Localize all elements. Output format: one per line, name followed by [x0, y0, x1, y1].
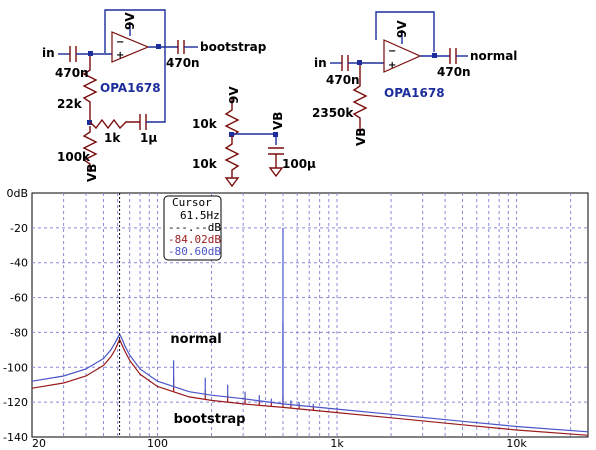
y-tick-label: -100 — [3, 361, 28, 374]
input-capacitor — [341, 55, 349, 71]
vb-wire — [232, 133, 277, 145]
y-tick-label: -80 — [10, 326, 28, 339]
x-tick-label: 10k — [506, 437, 527, 450]
series-layer — [31, 227, 589, 436]
in-label: in — [42, 46, 55, 60]
y-tick-label: 0dB — [6, 187, 28, 200]
bootstrap-capacitor — [139, 114, 147, 130]
svg-text:+: + — [116, 50, 124, 61]
y-tick-label: -120 — [3, 396, 28, 409]
cursor-title: Cursor — [172, 196, 212, 209]
supply-label: 9V — [227, 86, 241, 104]
cursor-value-normal: -80.60dB — [168, 245, 221, 258]
cursor-box[interactable]: Cursor 61.5Hz ---.--dB -84.02dB -80.60dB — [163, 195, 222, 261]
resistor-1k — [89, 118, 140, 130]
svg-text:−: − — [116, 37, 124, 48]
c-boot-label: 1μ — [140, 131, 157, 145]
y-tick-label: -140 — [3, 431, 28, 444]
r1-label: 22k — [57, 97, 83, 111]
series-label-bootstrap: bootstrap — [174, 412, 246, 427]
resistor-100k — [82, 126, 98, 172]
node-dot — [88, 51, 93, 56]
vb-label: VB — [271, 112, 285, 130]
opamp-symbol — [111, 31, 150, 63]
series-line-normal — [31, 332, 589, 433]
series-line-bootstrap — [31, 337, 589, 436]
resistor-10k-bottom — [224, 136, 240, 178]
x-tick-labels: 20 100 1k 10k — [32, 437, 527, 450]
capacitor-100u — [268, 147, 284, 168]
opamp-symbol — [383, 39, 422, 73]
schematic-normal: − + in normal 9V OPA1678 470n 470n 2350k… — [312, 11, 517, 146]
output-capacitor — [177, 40, 185, 54]
vb-label: VB — [85, 164, 99, 182]
r-bottom-label: 10k — [192, 157, 218, 171]
normal-out-label: normal — [470, 49, 517, 63]
y-tick-label: -60 — [10, 292, 28, 305]
x-tick-label: 20 — [32, 437, 46, 450]
x-tick-label: 100 — [147, 437, 168, 450]
series-label-normal: normal — [170, 332, 221, 347]
output-cap-label: 470n — [437, 65, 471, 79]
r-bias-label: 2350k — [312, 106, 354, 120]
schematic-bootstrap: − + in bootstrap 9V OPA1678 470n 470n 22… — [42, 9, 267, 182]
cap-label: 100μ — [282, 157, 316, 171]
cursor-value-1: ---.--dB — [168, 221, 221, 234]
input-cap-label: 470n — [55, 66, 89, 80]
resistor-22k — [82, 56, 98, 122]
y-tick-labels: 0dB -20 -40 -60 -80 -100 -120 -140 — [3, 187, 28, 444]
cursor-value-bootstrap: -84.02dB — [168, 233, 221, 246]
output-cap-label: 470n — [166, 56, 200, 70]
spectrum-chart: 0dB -20 -40 -60 -80 -100 -120 -140 20 100 1k 10k n… — [3, 187, 589, 450]
output-capacitor — [449, 48, 457, 64]
svg-text:−: − — [388, 46, 396, 57]
opamp-label: OPA1678 — [100, 81, 161, 95]
y-tick-label: -40 — [10, 257, 28, 270]
in-label: in — [314, 56, 327, 70]
cursor-box-frame — [163, 195, 222, 261]
r-bias-label: 100k — [57, 150, 91, 164]
supply-label: 9V — [395, 20, 409, 38]
cursor-freq: 61.5Hz — [180, 209, 220, 222]
r-top-label: 10k — [192, 117, 218, 131]
feedback-wire — [375, 11, 435, 52]
y-tick-label: -20 — [10, 222, 28, 235]
r2-label: 1k — [104, 131, 121, 145]
feedback-wire — [104, 9, 166, 53]
ground-symbol — [224, 177, 240, 188]
out-node — [156, 44, 161, 49]
vb-label: VB — [354, 128, 368, 146]
plot-frame — [31, 192, 589, 438]
x-tick-label: 1k — [330, 437, 344, 450]
svg-text:+: + — [388, 60, 396, 71]
input-capacitor — [69, 46, 77, 62]
input-cap-label: 470n — [326, 73, 360, 87]
opamp-label: OPA1678 — [384, 86, 445, 100]
schematic-bias: 9V 10k 10k VB 100μ — [192, 86, 316, 188]
resistor-2350k — [352, 65, 368, 134]
supply-label: 9V — [123, 12, 137, 30]
bootstrap-out-label: bootstrap — [200, 40, 267, 54]
